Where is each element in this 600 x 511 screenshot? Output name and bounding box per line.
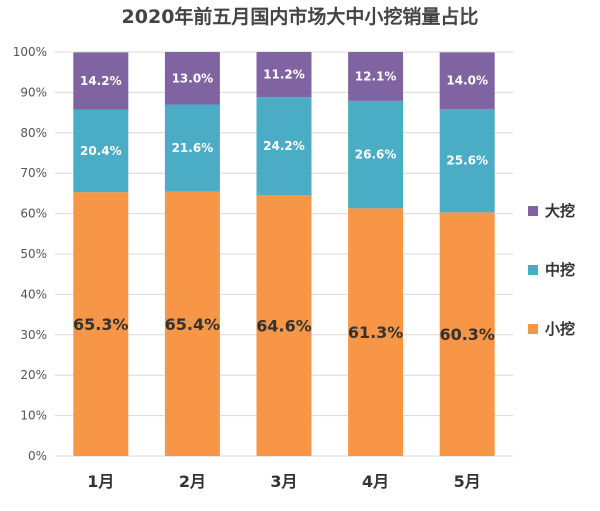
bar-segment <box>439 108 495 213</box>
bar-segment <box>348 100 404 209</box>
data-label: 65.4% <box>165 315 221 334</box>
legend-swatch <box>528 206 538 216</box>
x-tick-label: 1月 <box>87 472 114 491</box>
data-label: 61.3% <box>348 323 404 342</box>
bar-segment <box>439 52 495 109</box>
bar-segment <box>73 52 129 110</box>
y-tick-label: 70% <box>20 166 47 180</box>
data-label: 65.3% <box>73 315 129 334</box>
y-tick-label: 50% <box>20 247 47 261</box>
y-tick-label: 80% <box>20 126 47 140</box>
data-label: 14.2% <box>80 74 122 88</box>
bar-segment <box>348 52 404 101</box>
y-tick-label: 60% <box>20 207 47 221</box>
data-label: 26.6% <box>355 148 397 162</box>
bar-segment <box>256 97 312 196</box>
bars: 65.3% 20.4% 14.2% 65.4% 21.6% 13.0% 64.6% 24.2%… <box>73 52 495 457</box>
data-label: 11.2% <box>263 68 305 82</box>
legend-label: 大挖 <box>545 202 575 220</box>
x-axis: 1月 2月 3月 4月 5月 <box>87 472 481 491</box>
legend-label: 小挖 <box>545 320 575 338</box>
data-label: 21.6% <box>172 141 214 155</box>
bar-segment <box>164 52 220 105</box>
bar-segment <box>164 104 220 192</box>
y-axis: 0% 10% 20% 30% 40% 50% 60% 70% 80% 90% 100% <box>13 45 47 463</box>
y-tick-label: 90% <box>20 85 47 99</box>
data-label: 13.0% <box>172 71 214 85</box>
y-tick-label: 40% <box>20 287 47 301</box>
data-label: 12.1% <box>355 69 397 83</box>
bar-segment <box>348 208 404 456</box>
y-tick-label: 30% <box>20 328 47 342</box>
x-tick-label: 4月 <box>362 472 389 491</box>
y-tick-label: 100% <box>13 45 47 59</box>
data-label: 14.0% <box>446 74 488 88</box>
data-label: 24.2% <box>263 139 305 153</box>
bar-segment <box>73 109 129 193</box>
x-tick-label: 3月 <box>270 472 297 491</box>
legend-swatch <box>528 265 538 275</box>
chart-title: 2020年前五月国内市场大中小挖销量占比 <box>122 5 479 28</box>
bar-segment <box>439 212 495 456</box>
legend-label: 中挖 <box>545 261 575 279</box>
x-tick-label: 5月 <box>454 472 481 491</box>
y-tick-label: 10% <box>20 409 47 423</box>
bar-segment <box>256 52 312 98</box>
bar-segment <box>256 195 312 457</box>
x-tick-label: 2月 <box>179 472 206 491</box>
y-tick-label: 0% <box>28 449 47 463</box>
y-tick-label: 20% <box>20 368 47 382</box>
legend-swatch <box>528 324 538 334</box>
data-label: 20.4% <box>80 144 122 158</box>
data-label: 25.6% <box>446 154 488 168</box>
data-label: 64.6% <box>256 317 312 336</box>
bar-segment <box>73 192 129 457</box>
bar-segment <box>164 191 220 456</box>
data-label: 60.3% <box>439 325 495 344</box>
